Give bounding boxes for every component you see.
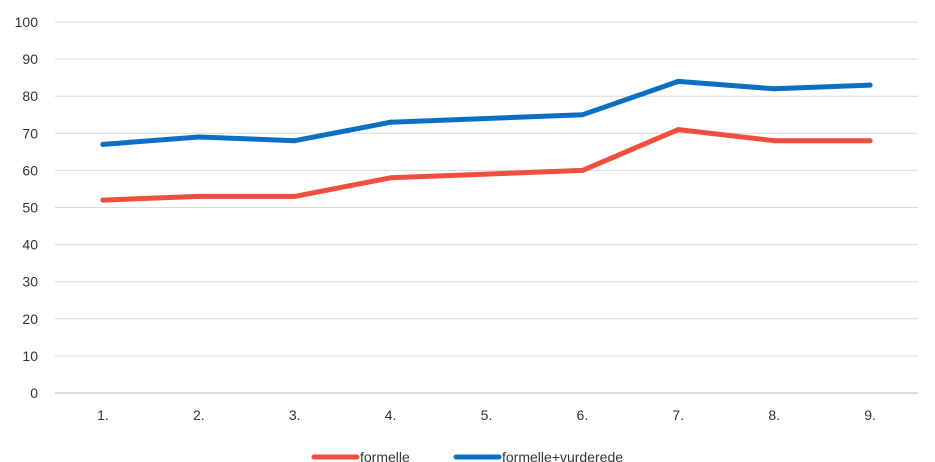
y-tick-label: 0 xyxy=(30,385,38,401)
x-tick-label: 6. xyxy=(577,407,589,423)
legend-label-formelle: formelle xyxy=(360,449,410,462)
y-axis-ticks: 0 10 20 30 40 50 60 70 80 90 100 xyxy=(15,14,39,401)
data-point-0 xyxy=(771,138,777,144)
data-point-1 xyxy=(196,134,202,140)
x-tick-label: 9. xyxy=(864,407,876,423)
legend: formelle formelle+vurderede xyxy=(311,449,623,462)
y-tick-label: 70 xyxy=(22,125,38,141)
series-lines xyxy=(100,78,873,203)
x-tick-label: 8. xyxy=(768,407,780,423)
series-line-1 xyxy=(100,78,873,147)
y-tick-label: 20 xyxy=(22,311,38,327)
data-point-0 xyxy=(579,167,585,173)
data-point-1 xyxy=(579,112,585,118)
grid-lines xyxy=(55,21,918,394)
y-tick-label: 10 xyxy=(22,348,38,364)
data-point-1 xyxy=(484,115,489,121)
data-point-1 xyxy=(675,78,681,84)
data-point-0 xyxy=(675,127,681,133)
y-tick-label: 90 xyxy=(22,51,38,67)
data-point-1 xyxy=(388,119,394,125)
data-point-0 xyxy=(388,175,394,181)
data-point-0 xyxy=(867,138,873,144)
x-tick-label: 7. xyxy=(672,407,684,423)
x-axis-ticks: 1. 2. 3. 4. 5. 6. 7. 8. 9. xyxy=(97,407,876,423)
y-tick-label: 50 xyxy=(22,200,38,216)
y-tick-label: 80 xyxy=(22,88,38,104)
data-point-0 xyxy=(100,197,106,203)
x-tick-label: 2. xyxy=(193,407,205,423)
data-point-1 xyxy=(292,138,298,144)
data-point-1 xyxy=(771,86,777,92)
data-point-0 xyxy=(196,193,202,199)
y-tick-label: 40 xyxy=(22,237,38,253)
data-point-0 xyxy=(292,193,298,199)
y-tick-label: 30 xyxy=(22,274,38,290)
data-point-1 xyxy=(867,82,873,88)
y-tick-label: 60 xyxy=(22,162,38,178)
x-tick-label: 5. xyxy=(481,407,493,423)
x-tick-label: 3. xyxy=(289,407,301,423)
data-point-1 xyxy=(100,141,106,147)
x-tick-label: 4. xyxy=(385,407,397,423)
x-tick-label: 1. xyxy=(97,407,109,423)
y-tick-label: 100 xyxy=(15,14,39,30)
data-point-0 xyxy=(484,171,489,177)
legend-label-formelle-vurderede: formelle+vurderede xyxy=(502,449,623,462)
